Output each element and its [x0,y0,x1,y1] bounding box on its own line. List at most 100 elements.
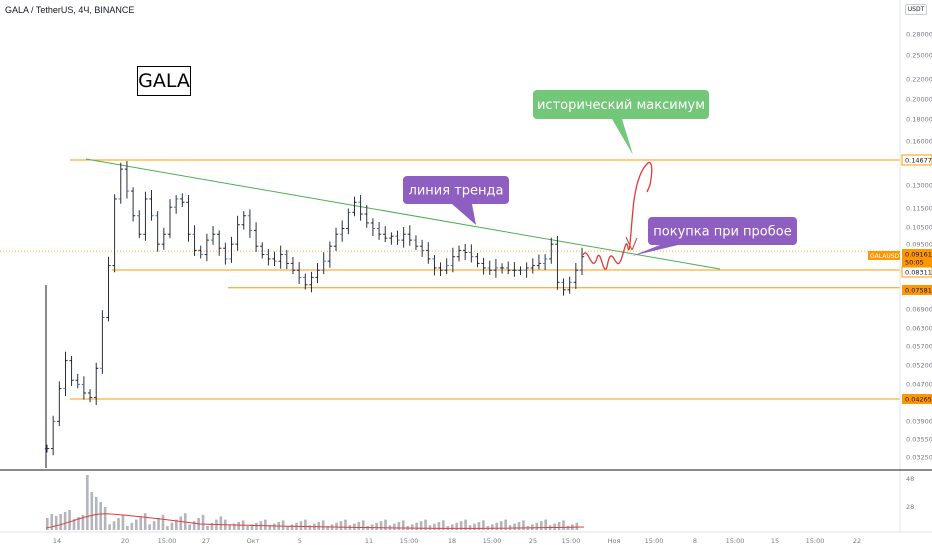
volume-bar [517,522,521,530]
candle [100,310,105,374]
candle [518,266,523,276]
candle [389,232,394,245]
price-tag-box [901,266,932,278]
candle [63,351,68,397]
price-tick-label: 0.03550 [906,436,932,444]
volume-bar [192,521,196,530]
candle [481,257,486,275]
volume-bar [272,523,276,530]
candle [536,254,542,270]
volume-bar [290,524,294,530]
volume-bar [495,522,499,530]
time-tick-label: Окт [247,537,260,545]
volume-bar [566,526,570,530]
time-tick-label: 15:00 [645,537,664,545]
volume-bar [50,514,54,530]
price-tick-label: 0.22000 [906,76,932,84]
volume-bar [117,518,120,530]
candle [352,196,357,217]
volume-bar [166,526,169,530]
volume-bar [81,515,85,530]
volume-bar [108,524,111,530]
volume-bar [103,507,107,530]
volume-bar [170,522,174,530]
candle [296,262,302,284]
volume-bar [397,522,401,530]
volume-bar [228,525,232,530]
callout-box [403,176,509,204]
volume-bar [281,520,285,530]
volume-bar [513,523,516,530]
time-tick-label: 15:00 [806,537,825,545]
candle [284,249,290,270]
candle [192,225,197,257]
candle [278,245,283,269]
price-tick-label: 0.03900 [906,418,932,426]
volume-bar [375,522,378,530]
volume-bar [148,524,151,530]
candle [272,251,277,266]
volume-bar [94,497,98,530]
volume-bar [473,523,476,530]
candle [93,362,99,405]
candle [339,220,345,242]
volume-bar [232,523,236,530]
candle [561,278,566,296]
candle [69,355,74,386]
price-tick-label: 0.20000 [906,96,932,104]
callout-historical-max: исторический максимум [533,90,709,155]
volume-bar [428,525,432,530]
volume-bar [522,520,525,530]
candle [333,227,339,251]
callout-tail [452,204,476,225]
volume-bar [157,518,160,530]
forecast-path [582,161,653,270]
price-tick-label: 0.28000 [906,31,932,39]
volume-bar [68,510,71,530]
volume-bar [393,523,396,530]
time-tick-label: 27 [202,537,210,545]
price-tag: 0.07581 [902,285,932,295]
volume-bar [121,514,125,530]
candle [253,222,259,252]
volume-bar [255,522,258,530]
callout-text: исторический максимум [537,98,705,113]
price-tick-label: 0.25000 [906,52,932,60]
candle [413,235,419,251]
candle [124,161,130,199]
candle [370,218,376,237]
volume-bar [344,519,347,530]
candle [512,262,517,277]
candle [57,381,62,427]
price-tag: 0.04265 [902,394,932,404]
volume-bar [308,525,312,530]
volume-bar [59,514,62,530]
candle [567,276,572,294]
volume-scale-label: 48 [906,475,914,483]
volume-bar [442,520,445,530]
volume-bar [72,519,76,530]
price-tick-label: 0.06300 [906,325,932,333]
price-tag-text: 0.04265 [905,396,932,404]
volume-bar [46,518,49,530]
volume-bar [143,513,147,530]
candle [50,415,56,456]
time-tick-label: 11 [365,537,373,545]
currency-badge[interactable]: USDT [905,4,927,15]
candle [487,260,492,276]
price-tag-text: 0.09161 [905,251,932,259]
time-tick-label: 5 [298,537,302,545]
volume-bar [246,526,249,530]
candle [419,239,425,257]
gala-label-box: GALA [137,66,191,96]
volume-bar [491,524,494,530]
price-tick-label: 0.04700 [906,381,932,389]
volume-bar [424,519,427,530]
volume-bar [63,512,67,530]
price-tick-label: 0.13000 [906,182,932,190]
volume-bar [539,521,543,530]
candle [530,258,536,274]
volume-bar [499,521,503,530]
candle [112,194,117,273]
